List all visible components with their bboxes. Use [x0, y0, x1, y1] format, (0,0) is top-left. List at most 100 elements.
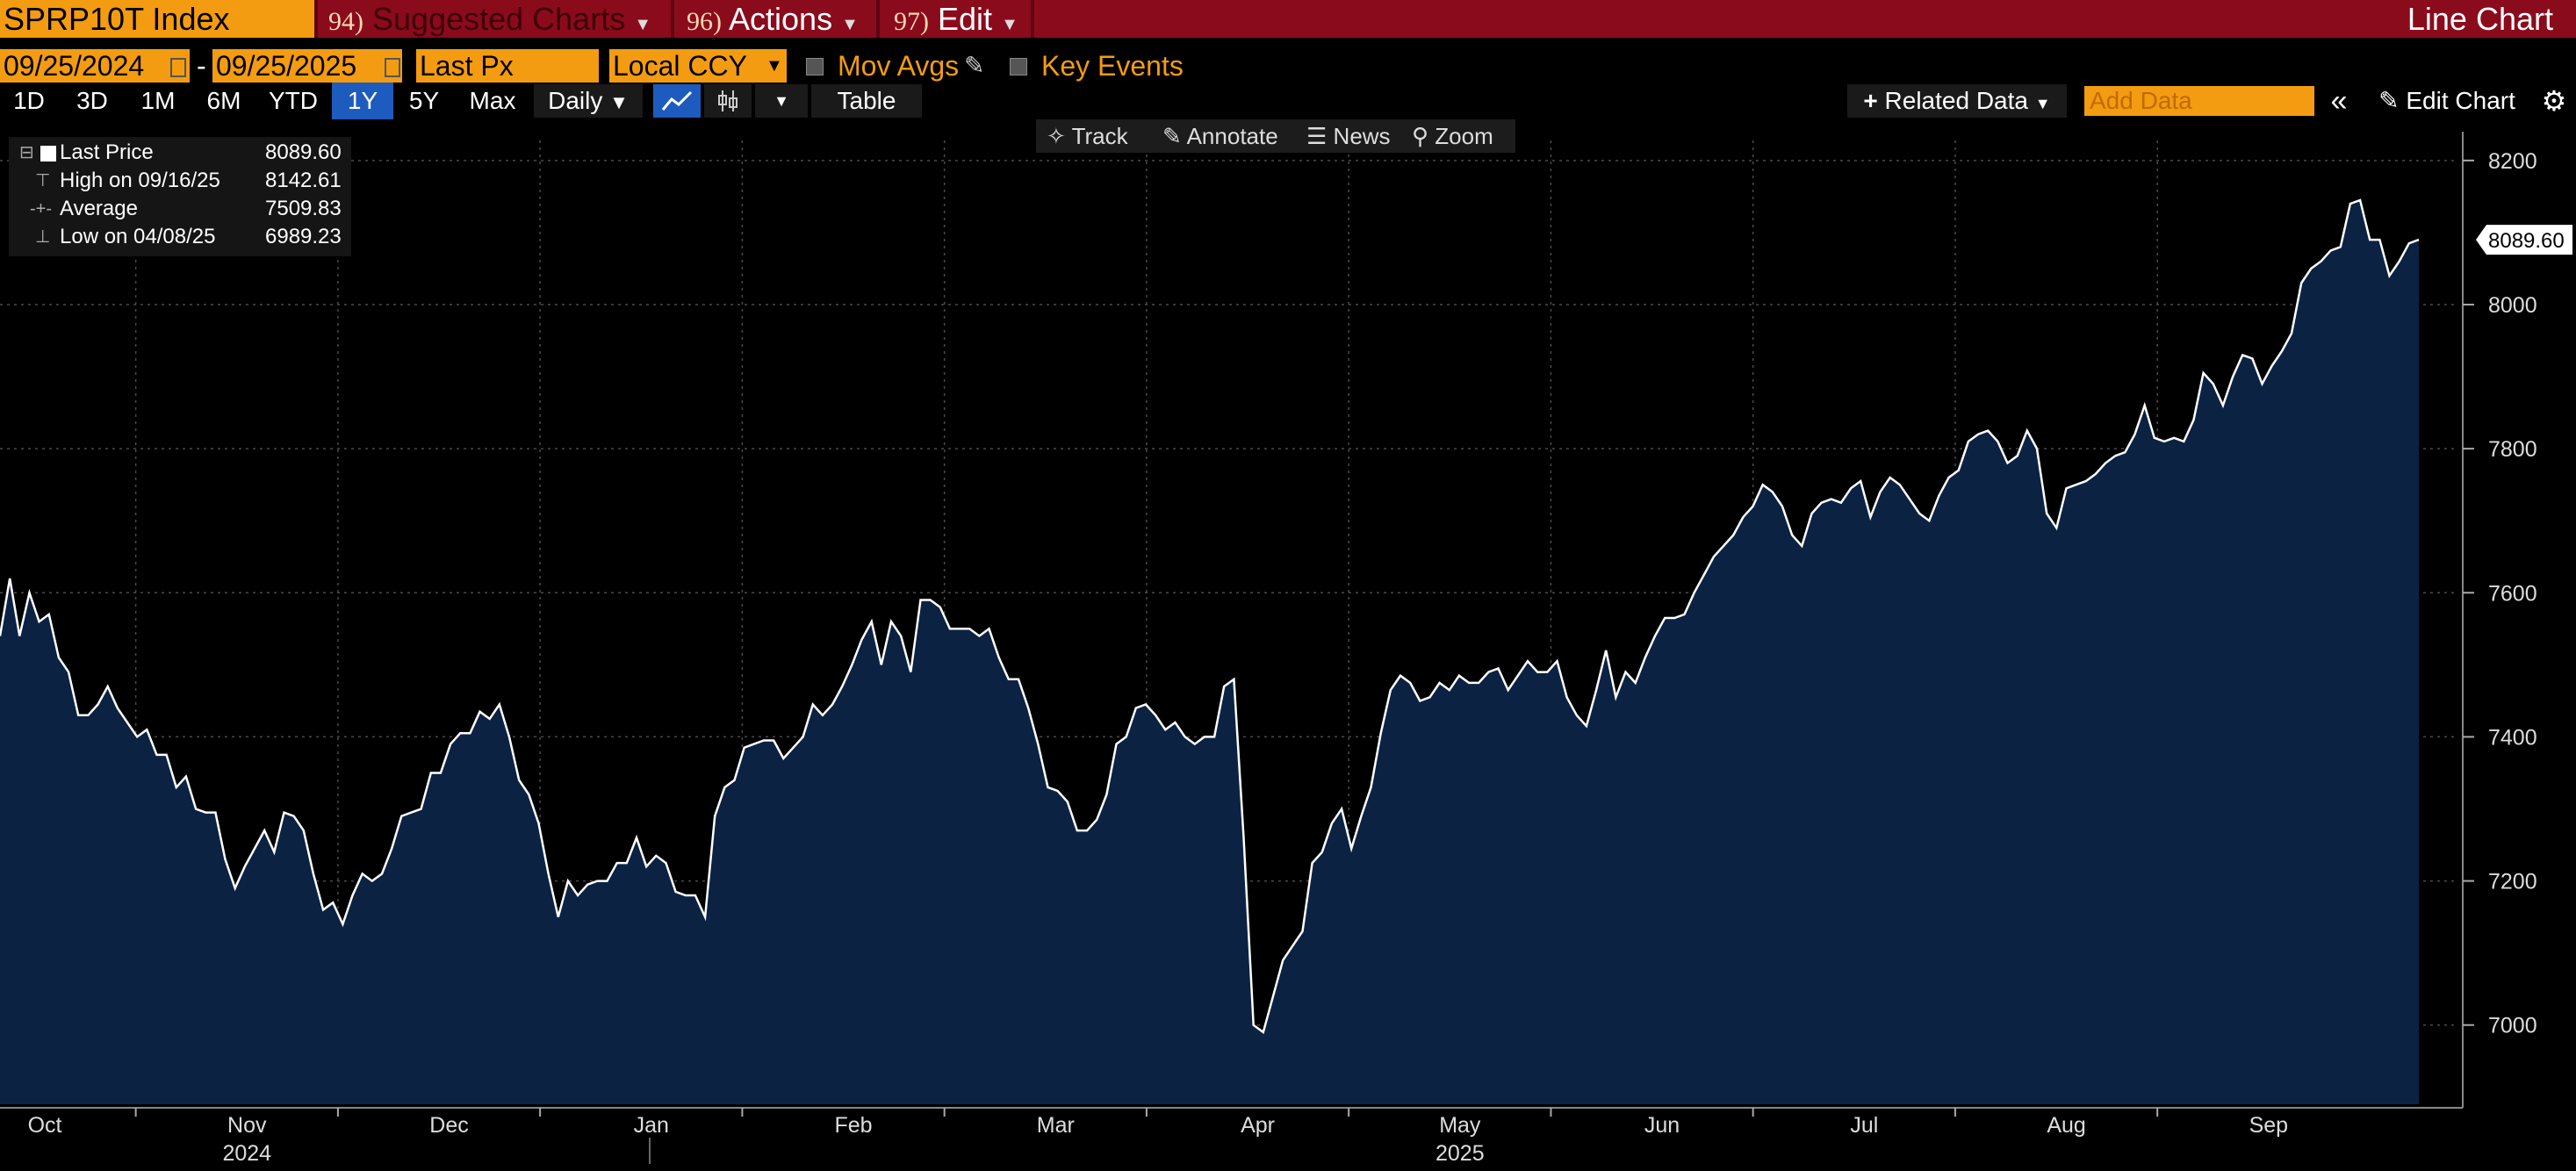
x-axis: Oct Nov Dec Jan Feb Mar Apr May Jun Jul Aug Sep 2024… — [0, 1107, 2463, 1166]
gear-icon[interactable]: ⚙ — [2536, 84, 2572, 118]
y-tick-label: 7200 — [2488, 870, 2537, 894]
y-tick-label: 7000 — [2488, 1014, 2537, 1038]
x-tick-label: Jul — [1850, 1113, 1878, 1138]
legend-row[interactable]: -+- Average 7509.83 — [16, 195, 346, 223]
caret-down-icon: ▼ — [634, 15, 651, 34]
pencil-icon[interactable]: ✎ — [964, 52, 985, 79]
x-tick-label: Nov — [227, 1113, 267, 1138]
currency-selector[interactable]: Local CCY — [609, 49, 787, 83]
ticker-label: SPRP10T Index — [4, 1, 230, 37]
end-date-field[interactable]: 09/25/2025 — [212, 49, 402, 83]
menu-label: Actions — [729, 1, 833, 37]
calendar-icon[interactable] — [385, 58, 400, 77]
x-tick-label: Dec — [429, 1113, 468, 1138]
y-tick-label: 7400 — [2488, 725, 2537, 750]
legend-row[interactable]: ⊥ Low on 04/08/25 6989.23 — [16, 223, 346, 251]
date-separator: - — [197, 50, 206, 82]
legend-label: Low on 04/08/25 — [60, 225, 216, 248]
magnifier-icon: ⚲ — [1412, 123, 1429, 149]
caret-down-icon[interactable]: ▼ — [755, 84, 808, 118]
legend-label: Average — [60, 197, 138, 220]
caret-down-icon: ▼ — [841, 15, 859, 34]
y-tick-label: 7600 — [2488, 581, 2537, 606]
x-tick-label: Jun — [1644, 1113, 1680, 1138]
period-tab[interactable]: 6M — [206, 87, 241, 114]
start-date-field[interactable]: 09/25/2024 — [0, 49, 190, 83]
legend-row[interactable]: ⊤ High on 09/16/25 8142.61 — [16, 167, 346, 195]
frequency-selector[interactable]: Daily ▼ — [534, 84, 643, 118]
field-selector[interactable]: Last Px — [416, 49, 599, 83]
x-tick-label: Sep — [2249, 1113, 2288, 1138]
key-events-label: Key Events — [1041, 50, 1184, 82]
divider — [314, 0, 318, 38]
series-swatch — [40, 146, 56, 162]
legend-label: Last Price — [60, 140, 154, 164]
annotate-button[interactable]: ✎ Annotate — [1162, 119, 1278, 153]
news-button[interactable]: ☰ News — [1306, 119, 1391, 153]
track-label: Track — [1071, 123, 1128, 149]
period-tab[interactable]: 5Y — [408, 87, 440, 114]
legend-row[interactable]: ⊟ Last Price 8089.60 — [16, 139, 346, 167]
period-tab[interactable]: YTD — [269, 87, 318, 114]
menu-number: 94) — [328, 7, 363, 36]
mov-avgs-checkbox[interactable] — [806, 58, 824, 75]
calendar-icon[interactable] — [170, 58, 186, 77]
news-icon: ☰ — [1306, 123, 1328, 149]
menu-number: 96) — [687, 7, 722, 36]
mov-avgs-label: Mov Avgs — [838, 50, 960, 82]
year-label: 2025 — [1436, 1141, 1485, 1166]
collapse-icon[interactable]: « — [2320, 84, 2358, 118]
caret-down-icon: ▼ — [2034, 95, 2051, 112]
period-tab-active[interactable]: 1Y — [332, 83, 393, 119]
controls-row: 1D 3D 1M 6M YTD 1Y 5Y Max Daily ▼ ▼ Tabl… — [0, 83, 2576, 121]
track-button[interactable]: ✧ Track — [1047, 119, 1128, 153]
related-data-menu[interactable]: + Related Data ▼ — [1847, 84, 2067, 118]
y-axis: 7000 7200 7400 7600 7800 8000 8200 — [2462, 132, 2537, 1108]
zoom-label: Zoom — [1435, 123, 1493, 149]
period-tab[interactable]: 1M — [140, 87, 176, 114]
ticker-field[interactable]: SPRP10T Index — [0, 0, 314, 38]
crosshair-icon: ✧ — [1047, 123, 1066, 149]
period-tab[interactable]: 3D — [76, 87, 108, 114]
last-price-marker: 8089.60 — [2476, 225, 2572, 255]
edit-chart-button[interactable]: ✎ Edit Chart — [2362, 84, 2532, 118]
price-line — [0, 198, 2420, 1034]
divider — [1031, 0, 1034, 38]
key-events-checkbox[interactable] — [1010, 58, 1027, 75]
low-marker-icon: ⊥ — [35, 227, 51, 247]
chart-type-title: Line Chart — [2407, 1, 2553, 37]
period-tab[interactable]: Max — [469, 87, 516, 114]
caret-down-icon: ▼ — [766, 56, 783, 75]
zoom-button[interactable]: ⚲ Zoom — [1412, 119, 1493, 153]
line-chart-icon[interactable] — [653, 84, 701, 118]
chart-toolbar: ✧ Track ✎ Annotate ☰ News ⚲ Zoom — [1036, 119, 1515, 153]
table-button[interactable]: Table — [811, 84, 922, 118]
add-data-input[interactable]: Add Data — [2084, 86, 2314, 116]
year-label: 2024 — [222, 1141, 271, 1166]
legend-value: 7509.83 — [265, 197, 342, 220]
legend-label: High on 09/16/25 — [60, 169, 220, 192]
pencil-icon: ✎ — [1162, 123, 1182, 149]
y-tick-label: 7800 — [2488, 437, 2537, 462]
news-label: News — [1333, 123, 1391, 149]
field-value: Last Px — [420, 50, 514, 82]
edit-menu[interactable]: 97) Edit ▼ — [881, 0, 1031, 38]
parameter-row: 09/25/2024 - 09/25/2025 Last Px Local CC… — [0, 46, 2576, 84]
actions-menu[interactable]: 96) Actions ▼ — [676, 0, 876, 38]
currency-value: Local CCY — [613, 50, 747, 82]
caret-down-icon: ▼ — [1001, 15, 1018, 34]
divider — [876, 0, 880, 38]
start-date-value: 09/25/2024 — [4, 50, 145, 82]
x-tick-label: Aug — [2047, 1113, 2085, 1138]
price-area — [0, 200, 2419, 1104]
x-tick-label: Jan — [634, 1113, 669, 1138]
legend-value: 6989.23 — [265, 225, 342, 248]
period-tab[interactable]: 1D — [13, 87, 45, 114]
x-tick-label: Mar — [1037, 1113, 1075, 1138]
x-tick-label: May — [1439, 1113, 1481, 1138]
frequency-label: Daily — [548, 87, 603, 114]
suggested-charts-menu[interactable]: 94) Suggested Charts ▼ — [318, 0, 669, 38]
candlestick-icon[interactable] — [704, 84, 752, 118]
plus-icon: + — [1863, 87, 1878, 114]
